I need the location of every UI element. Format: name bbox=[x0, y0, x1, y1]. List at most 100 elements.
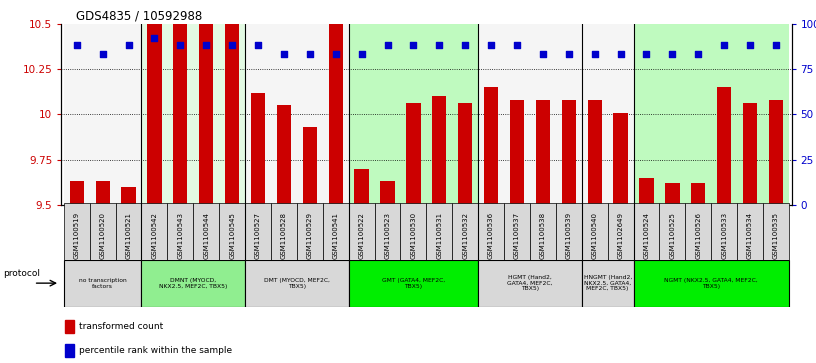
Bar bbox=[199, 24, 213, 205]
Bar bbox=[536, 100, 550, 205]
Point bbox=[225, 42, 238, 48]
Bar bbox=[245, 24, 348, 205]
Text: GSM1100520: GSM1100520 bbox=[100, 212, 105, 259]
Bar bbox=[167, 203, 193, 260]
Bar bbox=[277, 105, 291, 205]
Text: GSM1100541: GSM1100541 bbox=[333, 212, 339, 259]
Bar bbox=[348, 24, 478, 205]
Point bbox=[200, 42, 213, 48]
Bar bbox=[303, 127, 317, 205]
Bar bbox=[478, 24, 582, 205]
Point bbox=[614, 52, 628, 57]
Bar bbox=[633, 203, 659, 260]
Point bbox=[251, 42, 264, 48]
Text: GSM1100536: GSM1100536 bbox=[488, 212, 494, 259]
Text: GSM1100522: GSM1100522 bbox=[358, 212, 365, 258]
Bar bbox=[245, 260, 348, 307]
Point bbox=[485, 42, 498, 48]
Point bbox=[277, 52, 290, 57]
Text: GSM1100538: GSM1100538 bbox=[540, 212, 546, 259]
Bar bbox=[64, 344, 73, 357]
Bar bbox=[193, 203, 220, 260]
Text: GSM1100531: GSM1100531 bbox=[437, 212, 442, 259]
Bar bbox=[220, 203, 245, 260]
Bar bbox=[504, 203, 530, 260]
Bar bbox=[588, 100, 602, 205]
Text: GMT (GATA4, MEF2C,
TBX5): GMT (GATA4, MEF2C, TBX5) bbox=[382, 278, 445, 289]
Bar bbox=[743, 103, 757, 205]
Bar bbox=[90, 203, 116, 260]
Text: GSM1100530: GSM1100530 bbox=[410, 212, 416, 259]
Bar bbox=[245, 203, 271, 260]
Text: GSM1100521: GSM1100521 bbox=[126, 212, 131, 259]
Bar bbox=[426, 203, 452, 260]
Point bbox=[536, 52, 549, 57]
Text: GSM1100532: GSM1100532 bbox=[462, 212, 468, 259]
Bar bbox=[141, 203, 167, 260]
Point bbox=[329, 52, 342, 57]
Bar bbox=[375, 203, 401, 260]
Text: GSM1100526: GSM1100526 bbox=[695, 212, 701, 259]
Point bbox=[355, 52, 368, 57]
Bar bbox=[348, 203, 375, 260]
Bar bbox=[691, 183, 705, 205]
Bar bbox=[769, 100, 783, 205]
Text: DMNT (MYOCD,
NKX2.5, MEF2C, TBX5): DMNT (MYOCD, NKX2.5, MEF2C, TBX5) bbox=[159, 278, 228, 289]
Bar bbox=[717, 87, 731, 205]
Bar bbox=[640, 178, 654, 205]
Point bbox=[304, 52, 317, 57]
Point bbox=[459, 42, 472, 48]
Bar bbox=[582, 24, 633, 205]
Point bbox=[407, 42, 420, 48]
Text: no transcription
factors: no transcription factors bbox=[79, 278, 126, 289]
Text: GSM1100543: GSM1100543 bbox=[177, 212, 184, 259]
Bar bbox=[141, 24, 245, 205]
Point bbox=[148, 35, 161, 41]
Text: HGMT (Hand2,
GATA4, MEF2C,
TBX5): HGMT (Hand2, GATA4, MEF2C, TBX5) bbox=[508, 275, 552, 291]
Bar bbox=[148, 24, 162, 205]
Bar bbox=[64, 24, 141, 205]
Text: GSM1100533: GSM1100533 bbox=[721, 212, 727, 259]
Bar bbox=[64, 260, 141, 307]
Point bbox=[692, 52, 705, 57]
Bar bbox=[323, 203, 348, 260]
Text: GSM1100519: GSM1100519 bbox=[73, 212, 80, 259]
Point bbox=[562, 52, 575, 57]
Text: GSM1100524: GSM1100524 bbox=[644, 212, 650, 258]
Point bbox=[432, 42, 446, 48]
Bar bbox=[64, 320, 73, 333]
Bar bbox=[561, 100, 576, 205]
Text: GSM1102649: GSM1102649 bbox=[618, 212, 623, 259]
Bar bbox=[633, 24, 789, 205]
Text: percentile rank within the sample: percentile rank within the sample bbox=[79, 346, 233, 355]
Bar bbox=[64, 203, 90, 260]
Bar bbox=[582, 203, 608, 260]
Bar bbox=[95, 182, 110, 205]
Point bbox=[70, 42, 83, 48]
Text: HNGMT (Hand2,
NKX2.5, GATA4,
MEF2C, TBX5): HNGMT (Hand2, NKX2.5, GATA4, MEF2C, TBX5… bbox=[583, 275, 632, 291]
Text: GSM1100535: GSM1100535 bbox=[773, 212, 779, 259]
Point bbox=[96, 52, 109, 57]
Bar bbox=[354, 169, 369, 205]
Text: GSM1100537: GSM1100537 bbox=[514, 212, 520, 259]
Text: GSM1100545: GSM1100545 bbox=[229, 212, 235, 258]
Bar bbox=[122, 187, 135, 205]
Bar bbox=[582, 260, 633, 307]
Text: NGMT (NKX2.5, GATA4, MEF2C,
TBX5): NGMT (NKX2.5, GATA4, MEF2C, TBX5) bbox=[664, 278, 758, 289]
Text: GSM1100527: GSM1100527 bbox=[255, 212, 261, 259]
Bar bbox=[633, 260, 789, 307]
Bar bbox=[251, 93, 265, 205]
Bar bbox=[659, 203, 685, 260]
Bar bbox=[329, 24, 343, 205]
Point bbox=[640, 52, 653, 57]
Text: GSM1100529: GSM1100529 bbox=[307, 212, 313, 259]
Bar bbox=[225, 24, 239, 205]
Point bbox=[717, 42, 730, 48]
Bar bbox=[406, 103, 420, 205]
Bar bbox=[69, 182, 84, 205]
Bar bbox=[737, 203, 763, 260]
Text: GSM1100525: GSM1100525 bbox=[669, 212, 676, 258]
Point bbox=[122, 42, 135, 48]
Text: GSM1100540: GSM1100540 bbox=[592, 212, 597, 259]
Point bbox=[381, 42, 394, 48]
